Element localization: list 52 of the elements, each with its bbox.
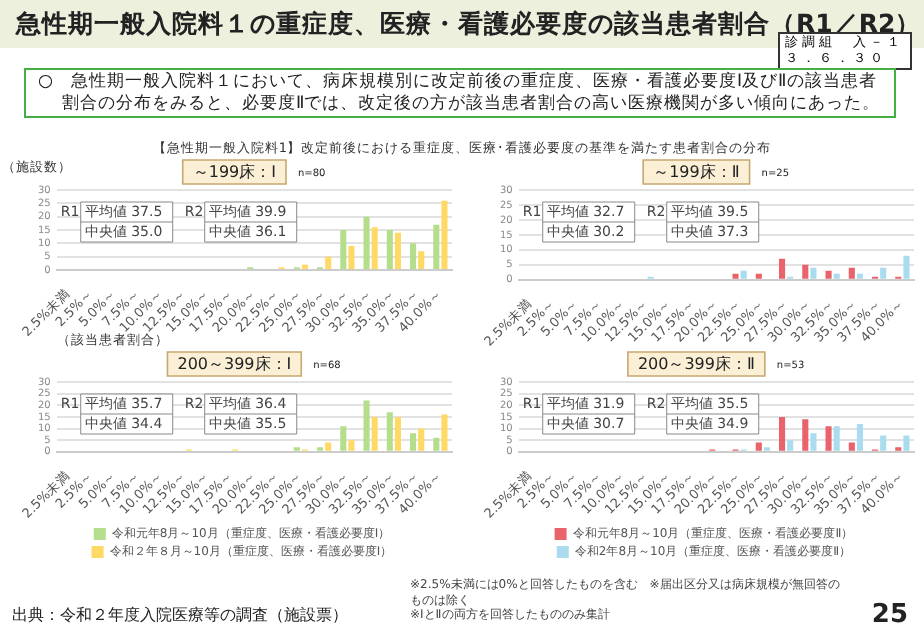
- bar: [386, 412, 393, 451]
- bar: [410, 433, 417, 451]
- bar: [441, 200, 448, 269]
- bar: [340, 426, 347, 451]
- bar: [418, 428, 425, 451]
- bar: [903, 435, 910, 451]
- bar: [363, 400, 370, 451]
- bar: [363, 216, 370, 269]
- bar: [348, 440, 355, 451]
- chart-title: ～199床：Ⅱ: [653, 163, 740, 182]
- bar: [386, 230, 393, 269]
- bar: [779, 258, 786, 279]
- chart-title: 200～399床：Ⅱ: [637, 355, 755, 374]
- bar: [325, 442, 332, 451]
- bar: [810, 267, 817, 279]
- bar: [433, 437, 440, 451]
- bar: [755, 442, 762, 451]
- bar: [410, 243, 417, 269]
- bar: [802, 419, 809, 451]
- bar: [833, 426, 840, 451]
- chart-title: ～199床：Ⅰ: [192, 163, 276, 182]
- bar: [348, 246, 355, 269]
- bar: [825, 270, 832, 279]
- text: ○ 急性期一般入院料１において、病床規模別に改定前後の重症度、医療・看護必要度Ⅰ及びⅡの該当患者割合の分布をみると、必要度Ⅱでは、改定後の方が該当患者割合の高い医療機関が多い傾向にあった。: [24, 68, 896, 118]
- bar: [810, 433, 817, 451]
- bar: [433, 224, 440, 269]
- bar: [394, 416, 401, 451]
- bar: [441, 414, 448, 451]
- source-note: 出典：令和２年度入院医療等の調査（施設票）: [12, 604, 348, 626]
- bar: [880, 267, 887, 279]
- bar: [802, 264, 809, 279]
- bar: [418, 251, 425, 269]
- text: 25: [871, 600, 908, 630]
- bar: [856, 423, 863, 451]
- bar: [779, 416, 786, 451]
- bar: [394, 232, 401, 269]
- bar: [880, 435, 887, 451]
- bar: [833, 273, 840, 279]
- bar: [340, 230, 347, 269]
- chart-title: 200～399床：Ⅰ: [177, 355, 292, 374]
- bar: [740, 270, 747, 279]
- bar: [371, 227, 378, 269]
- bar: [371, 416, 378, 451]
- bar: [856, 273, 863, 279]
- bar: [755, 273, 762, 279]
- bar: [732, 273, 739, 279]
- bar: [787, 440, 794, 451]
- bar: [848, 267, 855, 279]
- bar: [848, 442, 855, 451]
- bar: [903, 255, 910, 279]
- bar: [825, 426, 832, 451]
- bar: [325, 256, 332, 269]
